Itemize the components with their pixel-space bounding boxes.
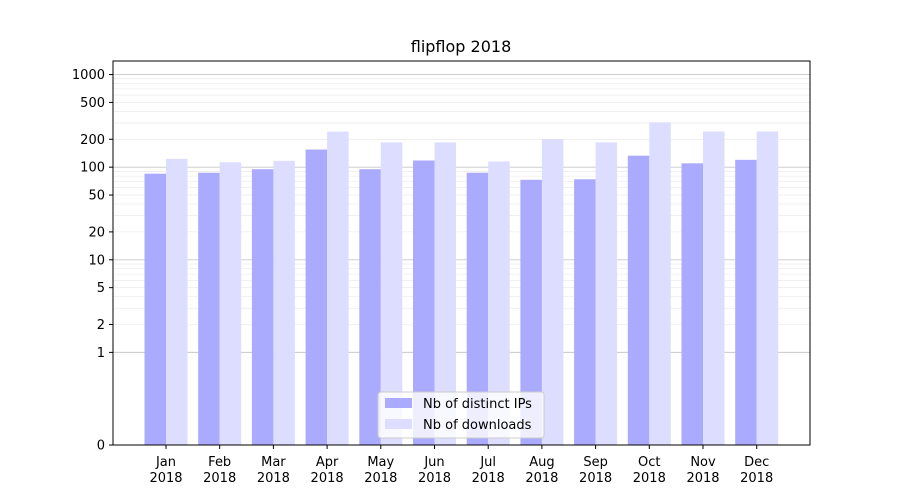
x-tick-label-year: 2018	[257, 471, 290, 486]
legend-box	[377, 391, 545, 439]
x-tick-label-month: Jan	[155, 455, 176, 470]
bar-downloads	[649, 122, 671, 445]
bar-downloads	[219, 162, 242, 445]
x-tick-label-year: 2018	[364, 471, 397, 486]
bar-distinct-ips	[466, 172, 489, 445]
bar-distinct-ips	[627, 155, 650, 445]
y-tick-label: 200	[80, 133, 105, 148]
x-tick-label-month: Jul	[479, 455, 496, 470]
y-tick-label: 1000	[72, 68, 105, 83]
y-tick-label: 5	[97, 281, 105, 296]
bar-downloads	[380, 142, 403, 445]
x-tick-label-year: 2018	[740, 471, 773, 486]
y-tick-label: 20	[88, 225, 105, 240]
bar-distinct-ips	[735, 159, 757, 446]
x-tick-label-month: Aug	[529, 455, 554, 470]
bar-downloads	[541, 139, 564, 445]
x-tick-label-year: 2018	[203, 471, 236, 486]
x-tick-label-month: Dec	[744, 455, 769, 470]
y-tick-label: 100	[80, 161, 105, 176]
y-axis: 0 1 2 5 10 20 50 100 200 500 1000	[72, 68, 113, 454]
bar-downloads	[488, 161, 510, 445]
bars	[144, 122, 779, 446]
chart-title: flipflop 2018	[411, 37, 512, 56]
plot-frame	[112, 60, 811, 446]
x-tick-label-year: 2018	[149, 471, 182, 486]
x-tick-label-month: Mar	[261, 455, 286, 470]
bar-downloads	[595, 142, 618, 445]
bar-distinct-ips	[251, 169, 274, 445]
x-axis: Jan2018Feb2018Mar2018Apr2018May2018Jun20…	[149, 445, 773, 486]
bar-downloads	[273, 160, 295, 445]
x-tick-label-year: 2018	[418, 471, 451, 486]
bar-distinct-ips	[359, 169, 381, 445]
y-tick-label: 1	[97, 346, 105, 361]
bar-distinct-ips	[144, 173, 166, 445]
legend-label-downloads: Nb of downloads	[423, 418, 532, 433]
bar-distinct-ips	[520, 179, 542, 445]
legend-swatch-distinct-ips	[385, 398, 412, 408]
y-tick-label: 50	[88, 189, 105, 204]
x-tick-label-month: Apr	[316, 455, 339, 470]
bar-downloads	[434, 142, 456, 445]
bar-distinct-ips	[413, 160, 435, 446]
y-tick-label: 10	[88, 253, 105, 268]
x-tick-label-year: 2018	[311, 471, 344, 486]
x-tick-label-year: 2018	[472, 471, 505, 486]
x-tick-label-year: 2018	[525, 471, 558, 486]
x-tick-label-month: Oct	[638, 455, 660, 470]
legend-label-distinct-ips: Nb of distinct IPs	[423, 397, 532, 412]
bar-distinct-ips	[198, 172, 220, 445]
bar-downloads	[166, 158, 188, 445]
x-tick-label-month: Nov	[690, 455, 716, 470]
bar-downloads	[327, 131, 349, 445]
bar-distinct-ips	[574, 179, 596, 445]
x-tick-label-year: 2018	[633, 471, 666, 486]
legend-swatch-downloads	[385, 419, 412, 429]
x-tick-label-year: 2018	[686, 471, 719, 486]
bar-distinct-ips	[305, 149, 328, 446]
x-tick-label-month: Jun	[423, 455, 444, 470]
y-tick-label: 2	[97, 318, 105, 333]
x-tick-label-month: Feb	[208, 455, 231, 470]
y-tick-label: 500	[80, 96, 105, 111]
bar-downloads	[703, 131, 725, 445]
x-tick-label-month: May	[367, 455, 394, 470]
y-tick-label: 0	[97, 439, 105, 454]
bar-downloads	[756, 131, 779, 445]
legend: Nb of distinct IPs Nb of downloads	[377, 391, 545, 439]
bar-distinct-ips	[681, 163, 703, 445]
x-tick-label-month: Sep	[583, 455, 608, 470]
x-tick-label-year: 2018	[579, 471, 612, 486]
